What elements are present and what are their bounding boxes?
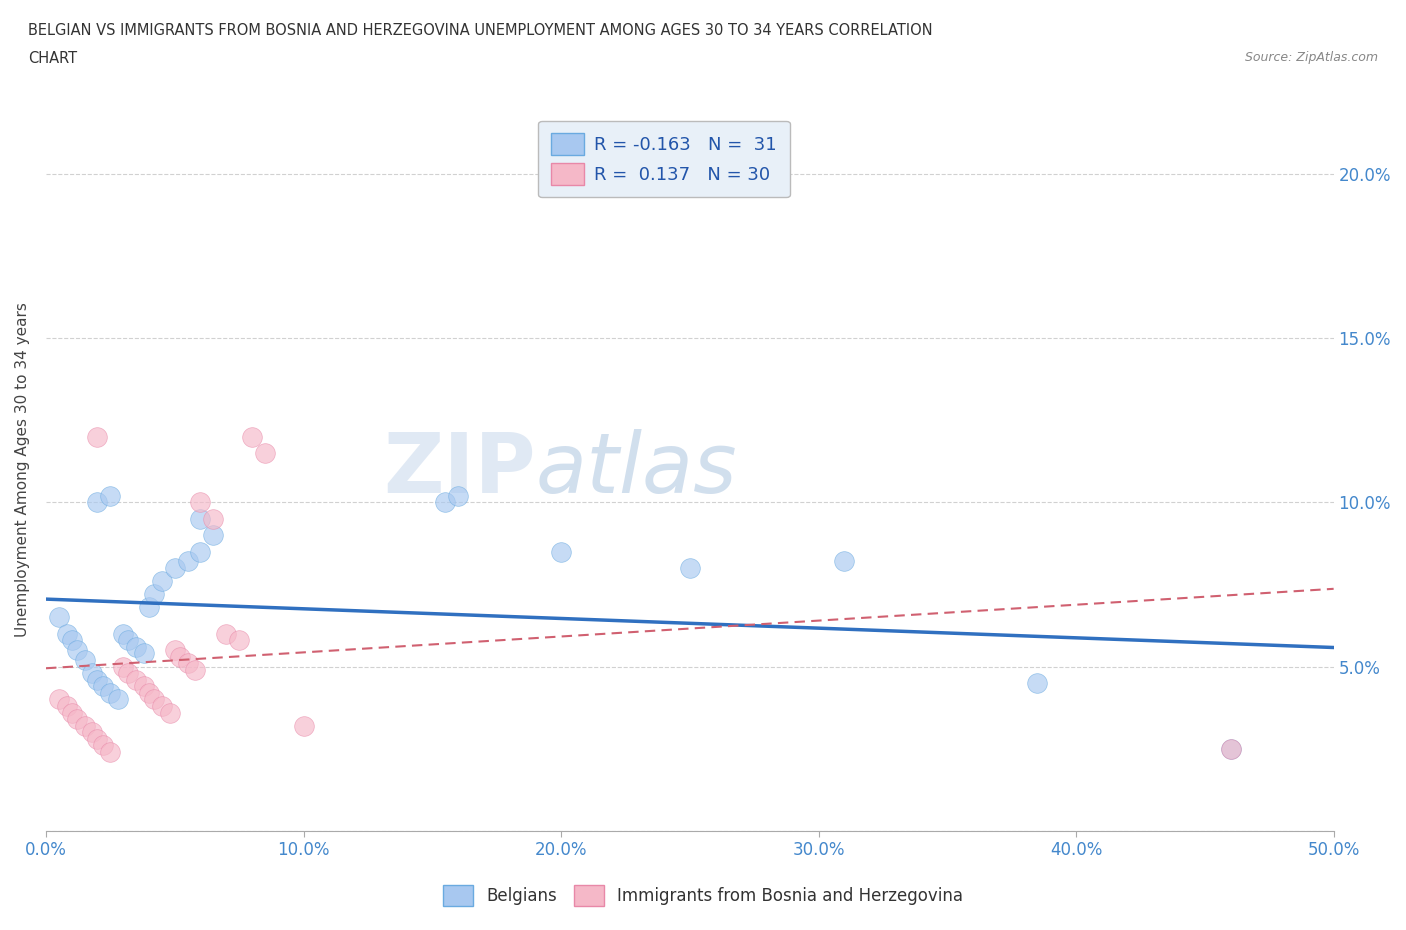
Point <box>125 672 148 687</box>
Point <box>202 527 225 542</box>
Point <box>190 512 212 526</box>
Point <box>150 698 173 713</box>
Point <box>66 711 89 726</box>
Point <box>117 632 139 647</box>
Y-axis label: Unemployment Among Ages 30 to 34 years: Unemployment Among Ages 30 to 34 years <box>15 302 30 637</box>
Point <box>1026 675 1049 690</box>
Point <box>73 653 96 668</box>
Legend: Belgians, Immigrants from Bosnia and Herzegovina: Belgians, Immigrants from Bosnia and Her… <box>436 879 970 912</box>
Point <box>190 495 212 510</box>
Point <box>1219 741 1241 756</box>
Point <box>55 626 77 641</box>
Point <box>163 561 186 576</box>
Text: BELGIAN VS IMMIGRANTS FROM BOSNIA AND HERZEGOVINA UNEMPLOYMENT AMONG AGES 30 TO : BELGIAN VS IMMIGRANTS FROM BOSNIA AND HE… <box>28 23 932 38</box>
Point <box>55 698 77 713</box>
Point <box>73 718 96 733</box>
Point <box>550 544 572 559</box>
Point <box>112 659 135 674</box>
Point <box>176 554 198 569</box>
Point <box>1219 741 1241 756</box>
Point <box>60 705 83 720</box>
Point <box>143 587 166 602</box>
Point <box>82 724 104 739</box>
Point <box>82 666 104 681</box>
Text: atlas: atlas <box>536 429 737 510</box>
Point <box>176 656 198 671</box>
Point <box>163 643 186 658</box>
Point <box>48 610 70 625</box>
Text: CHART: CHART <box>28 51 77 66</box>
Point <box>138 685 160 700</box>
Point <box>132 679 155 694</box>
Point <box>184 662 207 677</box>
Point <box>447 488 470 503</box>
Point <box>434 495 457 510</box>
Text: ZIP: ZIP <box>382 429 536 510</box>
Point <box>86 429 108 444</box>
Point <box>240 429 263 444</box>
Point <box>91 679 114 694</box>
Point <box>159 705 181 720</box>
Point <box>834 554 856 569</box>
Legend: R = -0.163   N =  31, R =  0.137   N = 30: R = -0.163 N = 31, R = 0.137 N = 30 <box>538 121 790 197</box>
Point <box>112 626 135 641</box>
Point <box>117 666 139 681</box>
Point <box>125 639 148 654</box>
Point <box>169 649 191 664</box>
Point <box>60 632 83 647</box>
Point <box>679 561 702 576</box>
Point <box>86 731 108 746</box>
Point <box>48 692 70 707</box>
Point <box>98 685 121 700</box>
Point <box>150 574 173 589</box>
Point <box>98 745 121 760</box>
Point <box>202 512 225 526</box>
Point <box>86 672 108 687</box>
Point <box>98 488 121 503</box>
Point <box>215 626 238 641</box>
Point <box>138 600 160 615</box>
Point <box>132 646 155 661</box>
Point <box>190 544 212 559</box>
Point <box>228 632 250 647</box>
Point <box>91 737 114 752</box>
Text: Source: ZipAtlas.com: Source: ZipAtlas.com <box>1244 51 1378 64</box>
Point <box>66 643 89 658</box>
Point <box>143 692 166 707</box>
Point <box>253 445 276 460</box>
Point <box>86 495 108 510</box>
Point <box>107 692 129 707</box>
Point <box>292 718 315 733</box>
